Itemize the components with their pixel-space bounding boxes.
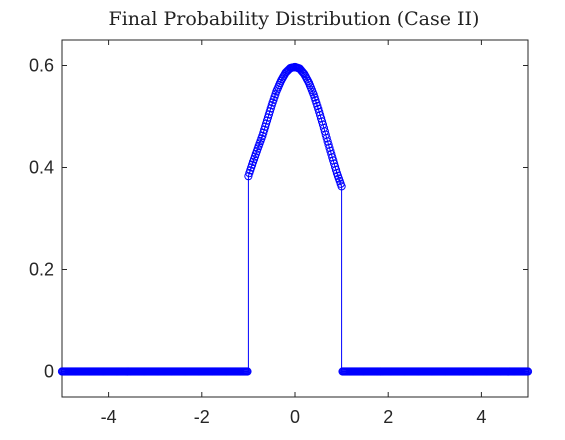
x-tick-label: 0 (290, 407, 300, 427)
x-tick-label: 2 (383, 407, 393, 427)
y-tick-label: 0.6 (29, 56, 54, 76)
chart-title: Final Probability Distribution (Case II) (109, 8, 480, 30)
data-point (331, 165, 341, 175)
data-point (243, 367, 252, 376)
data-point (523, 367, 533, 376)
x-tick-label: 4 (476, 407, 486, 427)
y-tick-label: 0 (44, 362, 54, 382)
plot-area: -4 -2 0 2 4 0 0.2 0.4 0.6 (29, 39, 533, 427)
y-tick-label: 0.4 (29, 158, 54, 178)
y-tick-label: 0.2 (29, 260, 54, 280)
x-tick-label: -4 (101, 407, 117, 427)
x-tick-label: -2 (194, 407, 210, 427)
data-point (337, 182, 346, 191)
